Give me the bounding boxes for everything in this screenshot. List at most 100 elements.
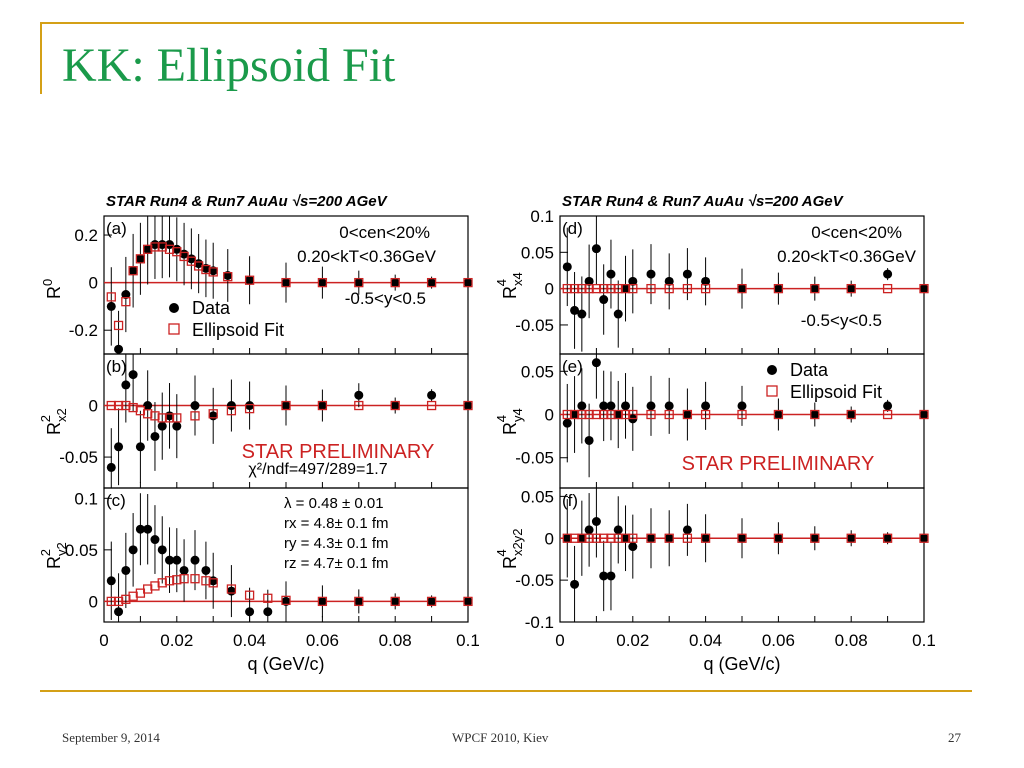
panel-a-fit-point-4: [135, 254, 146, 264]
panel-e-fit-point-3: [584, 409, 594, 420]
panel-e-legend-data: Data: [790, 360, 829, 380]
panel-b-data-point-6: [150, 431, 160, 441]
panel-c-fit-point-14: [226, 584, 237, 594]
panel-e-fit-point-9: [628, 409, 638, 420]
panel-f-xtick-label-2: 0.04: [689, 631, 722, 650]
panel-d-data-point-9: [628, 276, 638, 286]
panel-d-fit-point-14: [737, 283, 747, 294]
panel-f-fit-point-15: [773, 533, 784, 543]
panel-a-cut-0: 0<cen<20%: [339, 223, 430, 242]
panel-b-fit-point-10: [190, 411, 200, 421]
panel-e-data-point-15: [773, 410, 783, 420]
panel-c-data-point-19: [354, 596, 364, 606]
panel-e-ytick-label-1: 0: [545, 406, 554, 425]
panel-f-data-point-11: [664, 533, 674, 543]
panel-c-data-point-3: [128, 545, 138, 555]
panel-d-data-point-17: [846, 284, 856, 294]
panel-c-data-point-16: [263, 607, 273, 617]
panel-c-data-point-14: [226, 586, 236, 596]
panel-c-ytick-label-0: 0.1: [74, 489, 98, 508]
panel-a-data-point-16: [245, 275, 255, 285]
panel-f-ylabel: Rx2y24: [494, 529, 525, 569]
panel-f-data-point-1: [570, 579, 580, 589]
panel-a-ylabel: R0: [40, 279, 64, 299]
panel-a-ytick-label-1: 0: [89, 274, 98, 293]
panel-d-data-point-3: [584, 276, 594, 286]
panel-e-fit-point-15: [773, 409, 784, 420]
panel-b-fit-point-8: [164, 413, 175, 423]
panel-a-fit-point-7: [157, 242, 167, 252]
panel-b-data-point-15: [317, 401, 327, 411]
panel-c-data-point-18: [317, 596, 327, 606]
panel-c-data-point-9: [172, 555, 182, 565]
panel-f-data-point-17: [846, 533, 856, 543]
panel-a-data-point-20: [390, 278, 400, 288]
panel-f-data-point-3: [584, 525, 594, 535]
panel-b-fit-point-12: [226, 406, 237, 416]
panel-a-fit-point-20: [390, 277, 400, 288]
panel-e-data-point-18: [883, 401, 893, 411]
panel-b-data-point-10: [190, 401, 200, 411]
panel-e-data-point-4: [591, 358, 601, 368]
panel-d-data-point-7: [613, 309, 623, 319]
panel-c-xtick-label-0: 0: [99, 631, 108, 650]
panel-a-fit-point-16: [244, 275, 255, 285]
panel-b-data-point-2: [121, 380, 131, 390]
panel-e-fit-point-11: [664, 409, 674, 420]
panel-c-param-1: rx = 4.8± 0.1 fm: [284, 515, 389, 532]
panel-a-fit-point-19: [354, 277, 364, 288]
panel-b-fit-point-13: [244, 403, 255, 414]
panel-f-fit-point-5: [599, 533, 609, 543]
panel-c-xtick-label-5: 0.1: [456, 631, 480, 650]
panel-f-data-point-9: [628, 542, 638, 552]
panel-e-fit-point-7: [613, 409, 623, 420]
panel-e-data-point-12: [682, 410, 692, 420]
panel-d-ylabel: Rx44: [494, 272, 525, 299]
panel-e-data-point-1: [570, 410, 580, 420]
panel-f-xtick-label-1: 0.02: [616, 631, 649, 650]
panel-c-fit-point-20: [390, 596, 400, 607]
panel-d-fit-point-17: [846, 283, 856, 294]
panel-c-param-2: ry = 4.3± 0.1 fm: [284, 535, 389, 552]
panel-d-fit-point-6: [606, 283, 616, 294]
panel-f-fit-point-16: [810, 533, 820, 543]
panel-b-fit-point-4: [135, 406, 146, 416]
panel-c-data-point-7: [157, 545, 167, 555]
panel-d-ytick-label-1: 0.05: [521, 243, 554, 262]
panel-c-data-point-1: [114, 607, 124, 617]
panel-e-data-point-16: [810, 410, 820, 420]
panel-f-data-point-8: [621, 533, 631, 543]
panel-e-ylabel: Ry44: [494, 408, 525, 435]
panel-a-data-point-19: [354, 278, 364, 288]
panel-c-data-point-4: [135, 524, 145, 534]
panel-c-data-point-0: [106, 576, 116, 586]
panel-b-data-point-17: [390, 401, 400, 411]
panel-c-data-point-15: [245, 607, 255, 617]
panel-c-fit-point-16: [263, 593, 273, 603]
panel-b-data-point-5: [143, 401, 153, 411]
panel-f-ytick-label-3: -0.1: [525, 613, 554, 632]
panel-a-data-point-22: [463, 278, 473, 288]
panel-b-fit-point-11: [208, 409, 218, 419]
panel-b-fit-point-2: [121, 400, 131, 411]
panel-a-fit-point-8: [164, 244, 175, 254]
panel-c-fit-point-11: [190, 574, 200, 584]
panel-e-annotation-0: STAR PRELIMINARY: [682, 453, 875, 475]
panel-a-data-point-21: [427, 278, 437, 288]
panel-a-fit-point-17: [281, 277, 291, 288]
panel-b-fit-point-15: [317, 400, 328, 411]
panel-e-legend-data-marker: [767, 365, 777, 375]
panel-f-data-point-19: [919, 533, 929, 543]
panel-f-xtick-label-4: 0.08: [835, 631, 868, 650]
panel-c-fit-point-2: [121, 594, 131, 604]
panel-a-data-point-8: [165, 240, 175, 250]
panel-e-data-point-0: [562, 418, 572, 428]
panel-d-data-point-16: [810, 284, 820, 294]
panel-d-cut-2: -0.5<y<0.5: [801, 311, 882, 330]
panel-a-fit-point-21: [426, 277, 437, 288]
panel-f-fit-point-11: [664, 533, 674, 543]
panel-f-fit-point-13: [700, 533, 711, 543]
panel-b-fit-point-3: [128, 402, 138, 413]
panel-f-xtick-label-5: 0.1: [912, 631, 936, 650]
panel-f-xtick-label-3: 0.06: [762, 631, 795, 650]
